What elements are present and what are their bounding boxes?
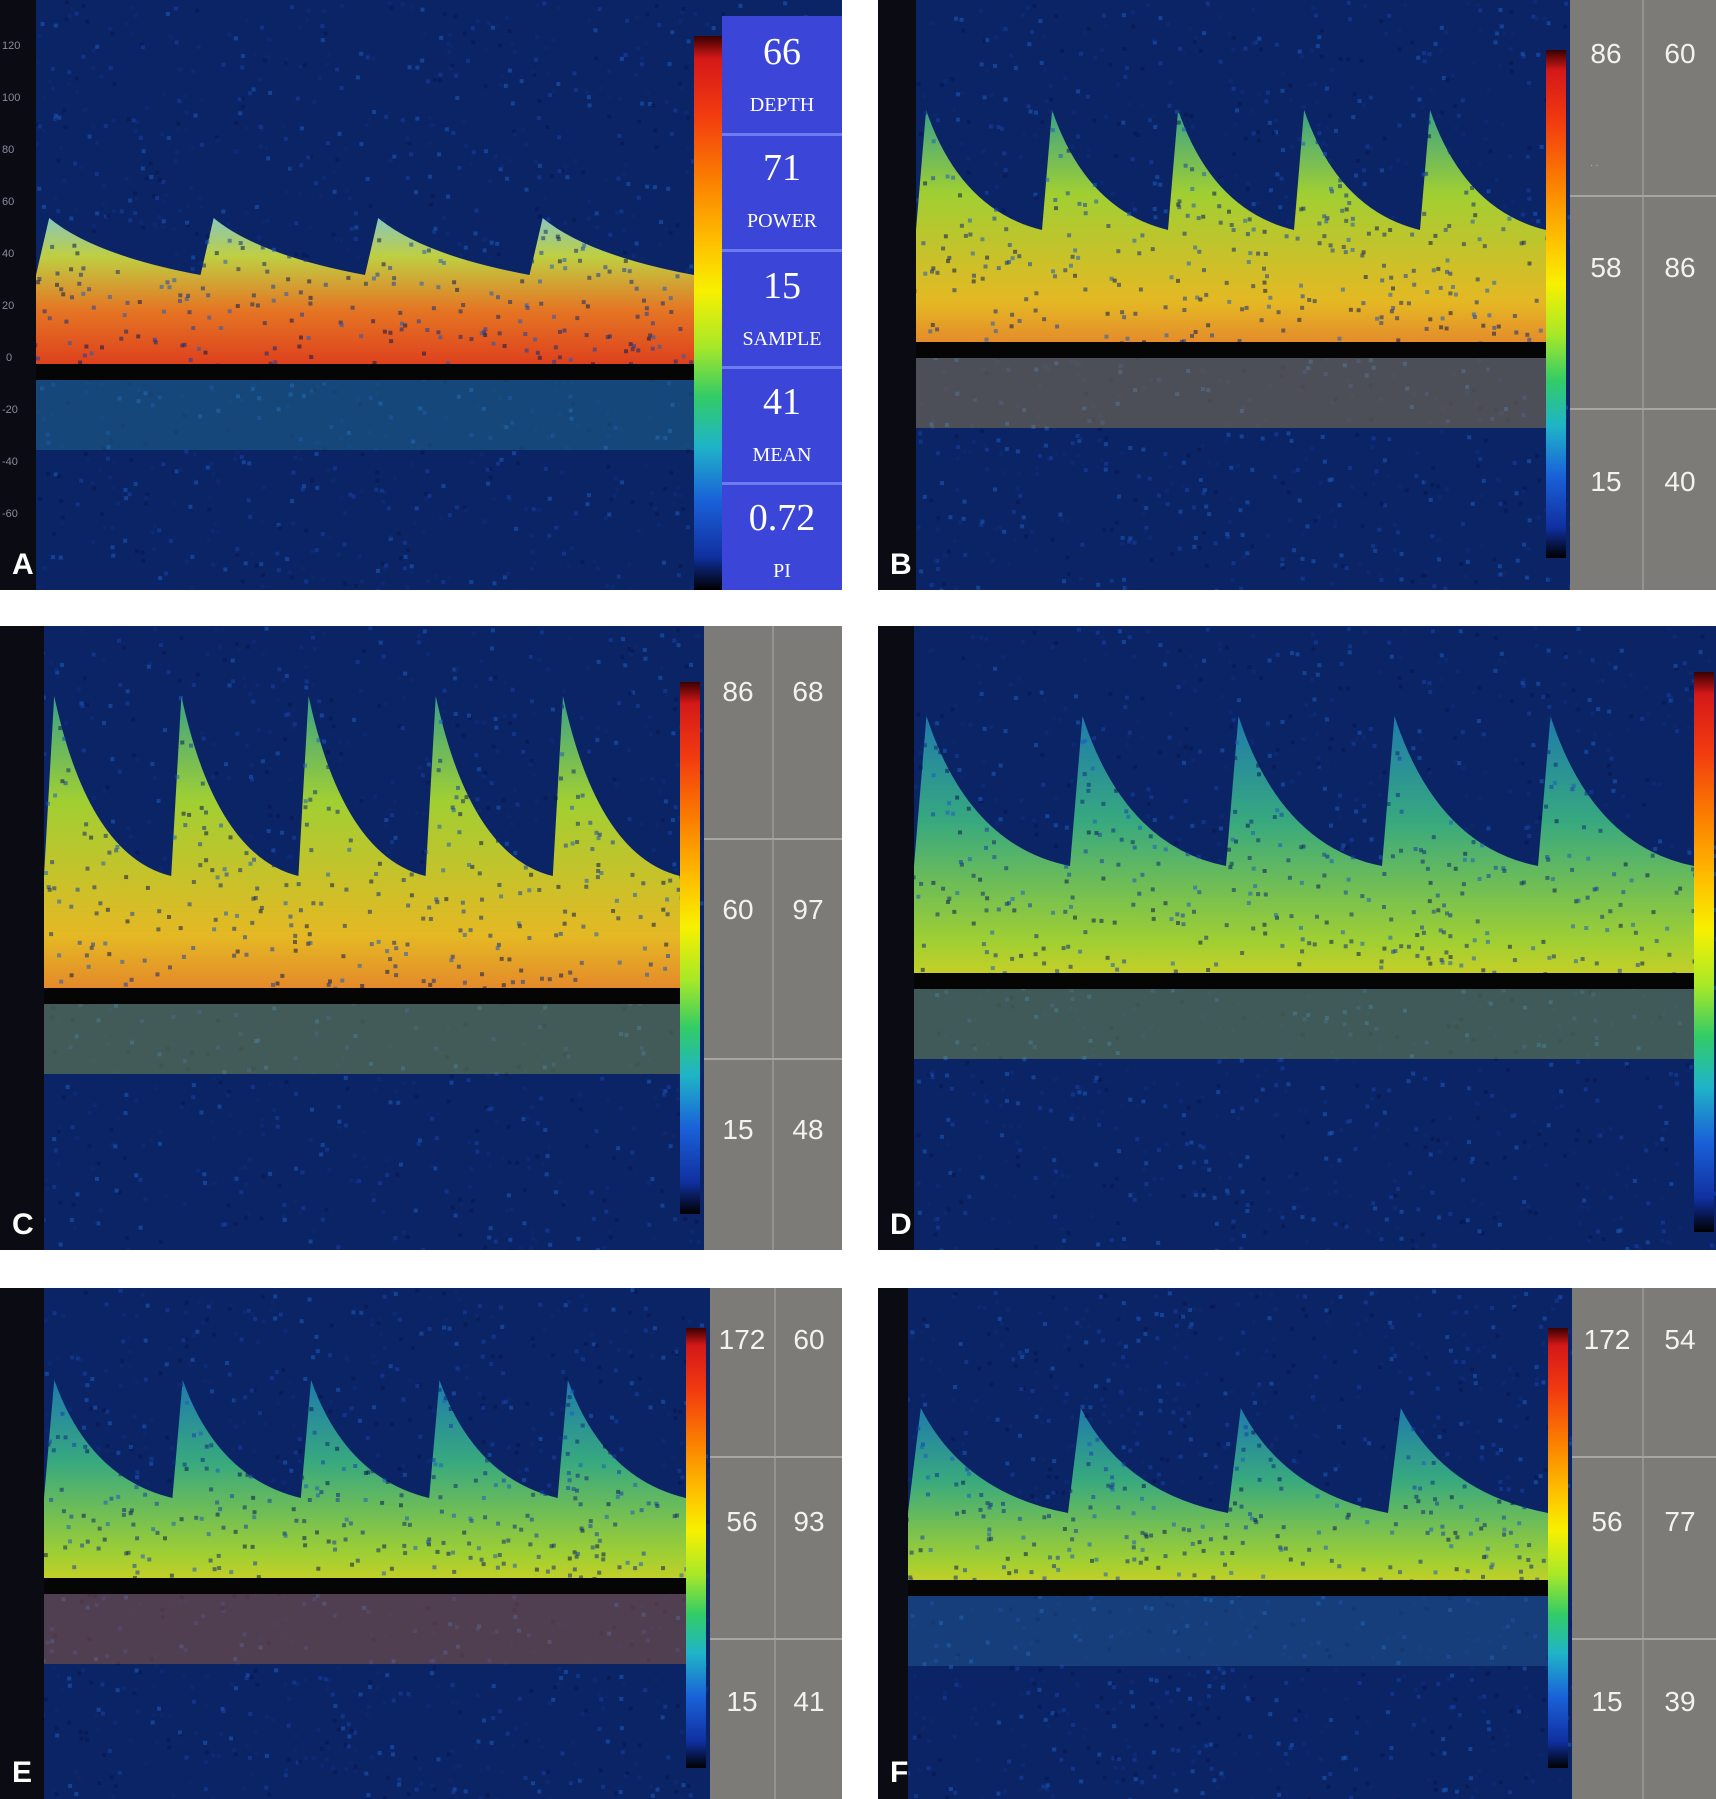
- axis-tick: 0: [6, 352, 13, 364]
- pi-value: 0.72: [748, 497, 816, 539]
- readout: 40: [1664, 466, 1696, 497]
- colorbar: [1548, 1328, 1568, 1768]
- readout: 54: [1664, 1324, 1696, 1355]
- readout: 15: [722, 1114, 754, 1145]
- readout: 15: [1591, 1686, 1623, 1717]
- mean-label: MEAN: [752, 444, 812, 466]
- panel-e-velocity-axis: [0, 1288, 44, 1799]
- divider: [772, 626, 774, 1250]
- panel-letter: A: [12, 548, 34, 581]
- panel-a: 120 100 80 60 40 20 0 -20 -40 -60 66 DEP…: [0, 0, 842, 590]
- divider: [722, 133, 842, 136]
- readout: 58: [1590, 252, 1622, 283]
- axis-tick: 20: [2, 300, 15, 312]
- axis-tick: 100: [2, 92, 21, 104]
- readout: 172: [1583, 1324, 1631, 1355]
- panel-letter: B: [890, 548, 912, 581]
- readout: 172: [718, 1324, 766, 1355]
- colorbar: [686, 1328, 706, 1768]
- panel-letter: C: [12, 1208, 34, 1241]
- colorbar: [1546, 50, 1566, 558]
- panel-letter: D: [890, 1208, 912, 1241]
- divider: [1570, 408, 1716, 410]
- panel-a-velocity-axis: 120 100 80 60 40 20 0 -20 -40 -60: [0, 0, 36, 590]
- panel-f-readout-panel: 172 54 56 77 15 39: [1572, 1288, 1716, 1799]
- readout: 56: [1591, 1506, 1623, 1537]
- panel-c: 86 68 60 97 15 48 C: [0, 626, 842, 1250]
- divider: [1642, 1288, 1644, 1799]
- divider: [722, 482, 842, 485]
- divider: [1570, 195, 1716, 197]
- axis-tick: -40: [2, 456, 18, 468]
- readout: 60: [793, 1324, 825, 1355]
- power-value: 71: [763, 147, 801, 189]
- axis-tick: -20: [2, 404, 18, 416]
- sample-value: 15: [763, 265, 801, 307]
- sample-label: SAMPLE: [742, 328, 822, 350]
- panel-b-velocity-axis: [878, 0, 916, 590]
- divider: [722, 249, 842, 252]
- panel-d-spectrum: [878, 626, 1716, 1250]
- panel-letter: F: [890, 1756, 909, 1789]
- panel-d-velocity-axis: [878, 626, 914, 1250]
- readout: 60: [722, 894, 754, 925]
- readout: 86: [722, 676, 754, 707]
- panel-letter: E: [12, 1756, 33, 1789]
- axis-tick: 80: [2, 144, 15, 156]
- divider: [774, 1288, 776, 1799]
- readout: 68: [792, 676, 824, 707]
- mean-value: 41: [763, 381, 801, 423]
- readout: 77: [1664, 1506, 1696, 1537]
- panel-c-velocity-axis: [0, 626, 44, 1250]
- readout: 97: [792, 894, 824, 925]
- readout: 15: [726, 1686, 758, 1717]
- readout: 86: [1590, 38, 1622, 69]
- divider: [710, 1638, 842, 1640]
- depth-label: DEPTH: [749, 94, 815, 116]
- panel-c-readout-panel: 86 68 60 97 15 48: [704, 626, 842, 1250]
- axis-tick: 40: [2, 248, 15, 260]
- readout: 60: [1664, 38, 1696, 69]
- axis-tick: 120: [2, 40, 21, 52]
- panel-d: D: [878, 626, 1716, 1250]
- readout: 86: [1664, 252, 1696, 283]
- depth-value: 66: [763, 31, 801, 73]
- divider: [1572, 1638, 1716, 1640]
- readout: 39: [1664, 1686, 1696, 1717]
- pi-label: PI: [773, 560, 791, 582]
- divider: [710, 1456, 842, 1458]
- readout: 15: [1590, 466, 1622, 497]
- readout: 41: [793, 1686, 825, 1717]
- panel-e-readout-panel: 172 60 56 93 15 41: [710, 1288, 842, 1799]
- panel-e-spectrum: [0, 1288, 842, 1799]
- panel-f: 172 54 56 77 15 39 F: [878, 1288, 1716, 1799]
- divider: [704, 838, 842, 840]
- colorbar: [694, 36, 722, 590]
- panel-b: 86 60 ·· 58 86 15 40 B: [878, 0, 1716, 590]
- divider: [1572, 1456, 1716, 1458]
- panel-b-readout-panel: 86 60 ·· 58 86 15 40: [1570, 0, 1716, 590]
- panel-a-info-box: 66 DEPTH 71 POWER 15 SAMPLE 41 MEAN 0.72…: [722, 16, 842, 590]
- colorbar: [680, 682, 700, 1214]
- divider: [1642, 0, 1644, 590]
- axis-tick: -60: [2, 508, 18, 520]
- small-label: ··: [1590, 160, 1601, 171]
- divider: [704, 1058, 842, 1060]
- readout: 48: [792, 1114, 824, 1145]
- axis-tick: 60: [2, 196, 15, 208]
- power-label: POWER: [747, 210, 817, 232]
- readout: 93: [793, 1506, 825, 1537]
- readout: 56: [726, 1506, 758, 1537]
- panel-f-velocity-axis: [878, 1288, 908, 1799]
- colorbar: [1694, 672, 1714, 1232]
- divider: [722, 366, 842, 369]
- panel-e: 172 60 56 93 15 41 E: [0, 1288, 842, 1799]
